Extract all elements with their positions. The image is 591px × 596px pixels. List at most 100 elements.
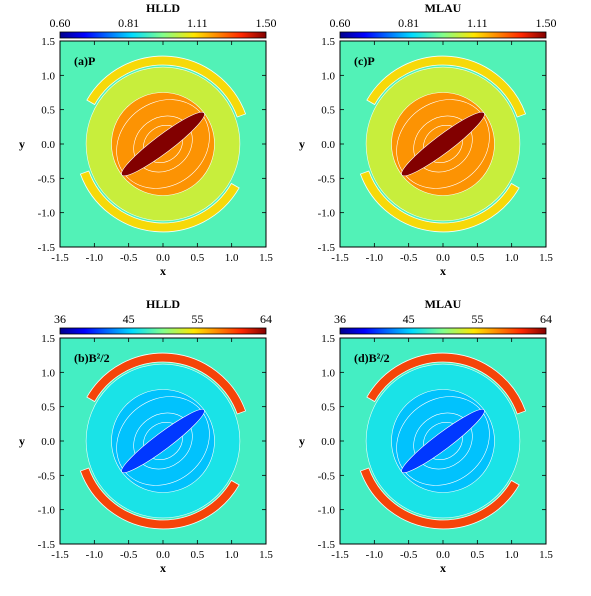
x-axis-label: x [160,264,166,278]
x-tick-label: 1.0 [225,549,239,561]
colorbar-tick-label: 45 [123,312,135,326]
outer-ring-arm [79,467,240,530]
y-tick-label: 0.0 [321,436,335,448]
colorbar-tick-label: 0.60 [50,16,71,30]
colorbar [339,327,547,335]
y-tick-label: 1.5 [321,333,335,345]
colorbar-title: MLAU [425,1,462,15]
y-tick-label: -0.5 [318,173,336,185]
outer-ring-arm [359,467,520,530]
x-tick-label: 1.5 [539,252,553,264]
outer-ring-arm [86,352,247,415]
panel-label: (b)B²/2 [74,351,110,365]
y-tick-label: 1.0 [41,70,55,82]
x-tick-label: 0.0 [436,252,450,264]
chart-panel-4: MLAU 36 45 55 64 (d)B²/2 -1.5 -1.0 -0.5 0.0 0.5 1.0… [299,297,553,575]
colorbar-tick-label: 55 [471,312,483,326]
x-tick-label: -1.0 [366,252,384,264]
colorbar-tick-label: 36 [334,312,346,326]
y-axis-label: y [19,434,25,448]
y-tick-label: 1.0 [321,367,335,379]
y-tick-label: -0.5 [38,173,56,185]
x-tick-label: 1.0 [505,252,519,264]
y-tick-label: 1.0 [41,367,55,379]
x-tick-label: -0.5 [120,549,138,561]
colorbar-tick-label: 1.50 [536,16,557,30]
x-tick-label: 1.5 [259,252,273,264]
central-core [401,111,485,177]
colorbar-tick-label: 36 [54,312,66,326]
y-tick-label: 0.5 [41,105,55,117]
outer-ring-arm [79,170,240,233]
x-tick-label: -0.5 [400,252,418,264]
y-tick-label: -1.0 [38,505,56,517]
y-tick-label: -1.5 [38,242,56,254]
chart-panel-1: HLLD 0.60 0.81 1.11 1.50 (a)P -1.5 -1.0 -0.5 0.0 0… [19,1,277,278]
y-axis-label: y [299,434,305,448]
y-tick-label: -1.0 [38,208,56,220]
x-axis-label: x [160,561,166,575]
y-axis-label: y [19,137,25,151]
y-tick-label: 0.5 [321,402,335,414]
x-tick-label: 0.0 [156,549,170,561]
central-core [121,111,205,177]
x-axis-label: x [440,264,446,278]
colorbar [339,31,547,39]
x-tick-label: 0.5 [470,549,484,561]
y-tick-label: 0.0 [41,139,55,151]
x-tick-label: 1.0 [505,549,519,561]
outer-ring-arm [366,55,527,118]
colorbar-tick-label: 45 [403,312,415,326]
colorbar-tick-label: 1.50 [256,16,277,30]
colorbar-tick-label: 0.60 [330,16,351,30]
panel-label: (c)P [354,54,375,68]
y-tick-label: -0.5 [38,470,56,482]
colorbar-tick-label: 0.81 [398,16,419,30]
x-tick-label: 0.5 [190,252,204,264]
chart-panel-3: HLLD 36 45 55 64 (b)B²/2 -1.5 -1.0 -0.5 0.0 0.5 1.0… [19,297,273,575]
y-tick-label: 1.0 [321,70,335,82]
x-tick-label: -1.5 [51,549,69,561]
y-tick-label: -1.5 [38,539,56,551]
outer-ring-arm [86,55,247,118]
y-tick-label: 1.5 [41,36,55,48]
y-tick-label: 1.5 [321,36,335,48]
y-tick-label: -1.5 [318,242,336,254]
colorbar-title: HLLD [146,297,180,311]
central-core [121,409,205,473]
outer-ring-arm [366,352,527,415]
y-tick-label: -1.0 [318,208,336,220]
colorbar-tick-label: 1.11 [187,16,208,30]
colorbar-tick-label: 0.81 [118,16,139,30]
y-tick-label: -1.0 [318,505,336,517]
y-tick-label: 0.5 [321,105,335,117]
heatmap-field [340,41,546,247]
x-tick-label: 0.0 [156,252,170,264]
x-tick-label: 0.5 [470,252,484,264]
x-tick-label: 0.0 [436,549,450,561]
x-tick-label: -0.5 [400,549,418,561]
x-tick-label: 1.5 [259,549,273,561]
y-axis-label: y [299,137,305,151]
y-tick-label: -0.5 [318,470,336,482]
central-core [401,409,485,473]
x-axis-label: x [440,561,446,575]
x-tick-label: -1.0 [366,549,384,561]
outer-ring-arm [359,170,520,233]
y-tick-label: 0.0 [321,139,335,151]
x-tick-label: -0.5 [120,252,138,264]
x-tick-label: 1.0 [225,252,239,264]
colorbar-title: HLLD [146,1,180,15]
heatmap-field [340,338,546,544]
colorbar-tick-label: 55 [191,312,203,326]
heatmap-field [60,41,266,247]
x-tick-label: 1.5 [539,549,553,561]
x-tick-label: -1.5 [331,252,349,264]
x-tick-label: -1.5 [51,252,69,264]
y-tick-label: -1.5 [318,539,336,551]
x-tick-label: -1.0 [86,252,104,264]
x-tick-label: 0.5 [190,549,204,561]
colorbar-tick-label: 64 [540,312,552,326]
panel-label: (a)P [74,54,95,68]
